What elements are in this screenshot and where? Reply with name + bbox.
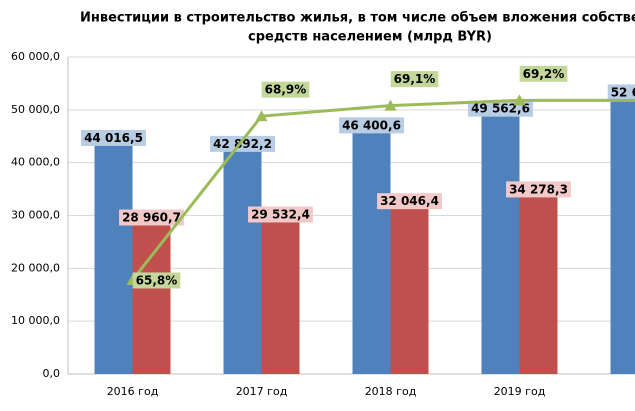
value-label: 34 278,3	[509, 182, 568, 196]
value-label-bg	[339, 117, 404, 134]
value-label-bg	[261, 81, 310, 98]
x-tick-label: 2017 год	[236, 385, 288, 398]
value-label: 68,9%	[265, 83, 307, 97]
bar	[352, 128, 391, 374]
bar	[132, 220, 171, 374]
value-label-bg	[519, 65, 568, 82]
value-label: 69,2%	[523, 67, 565, 81]
value-label-bg	[607, 84, 635, 101]
value-label-bg	[248, 206, 313, 223]
y-tick-label: 50 000,0	[11, 103, 60, 116]
value-label-bg	[132, 272, 181, 289]
y-tick-label: 30 000,0	[11, 209, 60, 222]
y-tick-label: 20 000,0	[11, 261, 60, 274]
value-label: 44 016,5	[84, 131, 143, 145]
value-label: 65,8%	[136, 273, 178, 287]
x-tick-label: 2016 год	[107, 385, 159, 398]
bar	[261, 217, 300, 374]
value-label-bg	[210, 135, 275, 152]
bar	[94, 141, 133, 374]
bar	[519, 192, 558, 374]
value-label-bg	[81, 129, 146, 146]
chart-title: средств населением (млрд BYR)	[248, 30, 492, 45]
y-tick-label: 60 000,0	[11, 50, 60, 63]
value-label-bg	[390, 71, 439, 88]
value-label-bg	[119, 209, 184, 226]
value-label: 46 400,6	[342, 118, 401, 132]
bar	[610, 95, 635, 374]
bar	[481, 112, 520, 375]
value-label: 52 63	[611, 85, 635, 99]
x-tick-label: 2019 год	[494, 385, 546, 398]
chart-title: Инвестиции в строительство жилья, в том …	[80, 11, 635, 26]
value-label: 32 046,4	[380, 194, 439, 208]
value-label-bg	[377, 193, 442, 210]
value-label: 69,1%	[394, 72, 436, 86]
bar	[390, 204, 429, 374]
bar	[223, 147, 262, 374]
line-marker	[384, 99, 397, 111]
value-label: 28 960,7	[122, 210, 181, 224]
value-label: 42 892,2	[213, 137, 272, 151]
x-tick-label: 2018 год	[365, 385, 417, 398]
y-tick-label: 10 000,0	[11, 314, 60, 327]
y-tick-label: 40 000,0	[11, 156, 60, 169]
line-marker	[513, 94, 526, 106]
value-label: 29 532,4	[251, 207, 310, 221]
y-tick-label: 0,0	[43, 367, 61, 380]
line-marker	[255, 110, 268, 122]
value-label-bg	[506, 181, 571, 198]
